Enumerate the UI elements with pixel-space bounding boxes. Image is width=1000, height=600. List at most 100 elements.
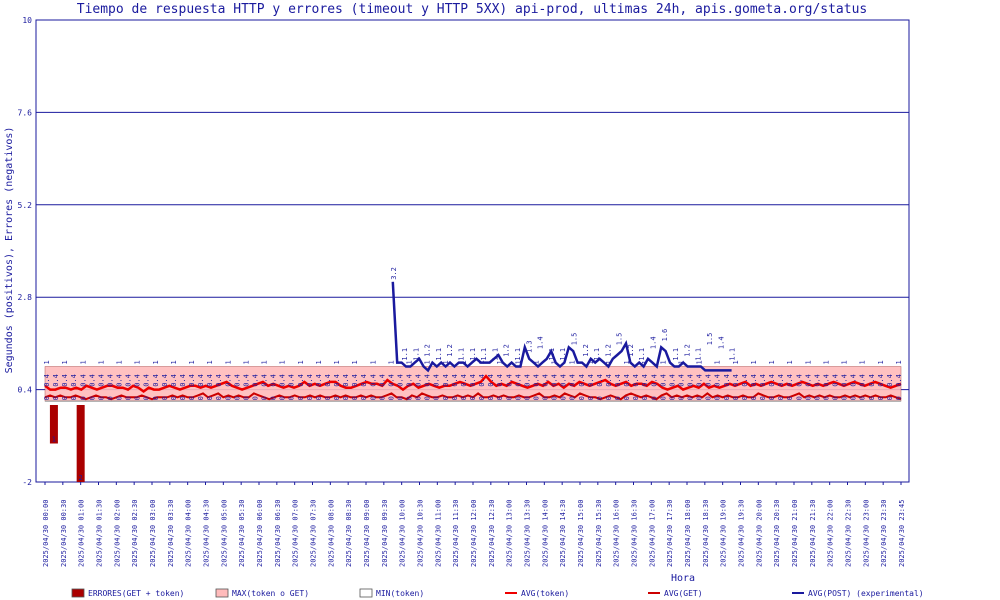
avg-data-label: 0.4 xyxy=(859,374,867,387)
avg-data-label: 0.4 xyxy=(179,374,187,387)
min-data-label: 0 xyxy=(315,396,323,400)
avg-data-label: 0.4 xyxy=(632,374,640,387)
post-data-label: 1.1 xyxy=(672,348,680,361)
min-data-label: 0 xyxy=(632,396,640,400)
max-data-label: 1 xyxy=(206,360,214,364)
max-data-label: 1 xyxy=(732,360,740,364)
min-data-label: 0 xyxy=(206,396,214,400)
max-data-label: 1 xyxy=(134,360,142,364)
post-data-label: 1.1 xyxy=(559,348,567,361)
min-data-label: 0 xyxy=(233,396,241,400)
x-tick-label: 2025/04/30 19:30 xyxy=(738,500,746,567)
min-data-label: 0 xyxy=(560,396,568,400)
x-tick-label: 2025/04/30 11:30 xyxy=(452,500,460,567)
avg-data-label: 0.4 xyxy=(270,374,278,387)
avg-data-label: 0.4 xyxy=(97,374,105,387)
avg-data-label: 0.4 xyxy=(795,374,803,387)
legend-label: AVG(POST) (experimental) xyxy=(808,589,924,598)
min-data-label: 0 xyxy=(514,396,522,400)
legend-label: ERRORES(GET + token) xyxy=(88,589,184,598)
min-data-label: 0 xyxy=(668,396,676,400)
avg-data-label: 0.4 xyxy=(659,374,667,387)
x-tick-label: 2025/04/30 14:00 xyxy=(541,500,549,567)
avg-data-label: 0.4 xyxy=(261,374,269,387)
min-data-label: 0 xyxy=(750,396,758,400)
min-data-label: 0 xyxy=(496,396,504,400)
post-data-label: 1.2 xyxy=(503,344,511,357)
avg-data-label: 0.4 xyxy=(478,374,486,387)
y-axis-ticks: 10 7.6 5.2 2.8 0.4 -2 xyxy=(18,16,33,487)
min-data-label: 0 xyxy=(850,396,858,400)
x-tick-label: 2025/04/30 15:30 xyxy=(595,500,603,567)
avg-data-label: 0.4 xyxy=(342,374,350,387)
avg-data-label: 0.4 xyxy=(125,374,133,387)
min-data-label: 0 xyxy=(369,396,377,400)
avg-data-label: 0.4 xyxy=(224,374,232,387)
max-data-label: 1 xyxy=(678,360,686,364)
avg-data-label: 0.4 xyxy=(442,374,450,387)
min-data-label: 0 xyxy=(242,396,250,400)
x-axis-ticks: 2025/04/30 00:00 2025/04/30 00:30 2025/04/… xyxy=(42,482,906,567)
post-data-label: 1.3 xyxy=(525,340,533,353)
min-data-label: 0 xyxy=(832,396,840,400)
x-tick-label: 2025/04/30 05:00 xyxy=(220,500,228,567)
min-data-label: 0 xyxy=(70,396,78,400)
avg-data-label: 0.4 xyxy=(551,374,559,387)
min-data-label: 0 xyxy=(641,396,649,400)
post-data-label: 1.2 xyxy=(582,344,590,357)
post-data-label: 1.1 xyxy=(514,348,522,361)
min-data-label: 0 xyxy=(859,396,867,400)
min-data-label: 0 xyxy=(252,396,260,400)
min-data-label: 0 xyxy=(659,396,667,400)
x-tick-label: 2025/04/30 23:00 xyxy=(862,500,870,567)
min-data-label: 0 xyxy=(696,396,704,400)
avg-data-label: 0.4 xyxy=(823,374,831,387)
min-data-label: 0 xyxy=(106,396,114,400)
avg-data-label: 0.4 xyxy=(351,374,359,387)
min-data-label: 0 xyxy=(587,396,595,400)
min-data-label: 0 xyxy=(877,396,885,400)
x-tick-label: 2025/04/30 02:30 xyxy=(131,500,139,567)
max-data-label: 1 xyxy=(369,360,377,364)
avg-data-label: 0.4 xyxy=(596,374,604,387)
min-data-label: 0 xyxy=(569,396,577,400)
min-data-label: 0 xyxy=(333,396,341,400)
max-data-label: 1 xyxy=(61,360,69,364)
post-data-label: 1.1 xyxy=(695,348,703,361)
min-data-label: 0 xyxy=(741,396,749,400)
avg-data-label: 0.4 xyxy=(841,374,849,387)
min-data-label: 0 xyxy=(523,396,531,400)
max-data-label: 1 xyxy=(315,360,323,364)
avg-data-label: 0.4 xyxy=(116,374,124,387)
max-data-label: 1 xyxy=(97,360,105,364)
min-data-label: 0 xyxy=(768,396,776,400)
x-tick-label: 2025/04/30 23:45 xyxy=(898,500,906,567)
min-data-label: 0 xyxy=(79,396,87,400)
avg-data-label: 0.4 xyxy=(786,374,794,387)
avg-data-label: 0.4 xyxy=(714,374,722,387)
avg-data-label: 0.4 xyxy=(560,374,568,387)
post-data-label: 1.5 xyxy=(706,333,714,346)
x-tick-label: 2025/04/30 07:30 xyxy=(310,500,318,567)
min-data-label: 0 xyxy=(442,396,450,400)
min-data-label: 0 xyxy=(532,396,540,400)
max-data-label: 1 xyxy=(532,360,540,364)
x-tick-label: 2025/04/30 01:30 xyxy=(96,500,104,567)
avg-data-label: 0.4 xyxy=(369,374,377,387)
post-data-label: 1.5 xyxy=(616,333,624,346)
min-data-label: 0 xyxy=(152,396,160,400)
avg-data-label: 0.4 xyxy=(134,374,142,387)
min-data-label: 0 xyxy=(714,396,722,400)
avg-data-label: 0.4 xyxy=(215,374,223,387)
avg-data-label: 0.4 xyxy=(152,374,160,387)
x-tick-label: 2025/04/30 22:30 xyxy=(845,500,853,567)
x-tick-label: 2025/04/30 13:30 xyxy=(524,500,532,567)
avg-data-label: 0.4 xyxy=(832,374,840,387)
min-data-label: 0 xyxy=(387,396,395,400)
avg-data-label: 0.4 xyxy=(288,374,296,387)
max-data-label: 1 xyxy=(768,360,776,364)
post-data-label: 1.1 xyxy=(480,348,488,361)
max-data-label: 1 xyxy=(587,360,595,364)
avg-data-label: 0.4 xyxy=(451,374,459,387)
